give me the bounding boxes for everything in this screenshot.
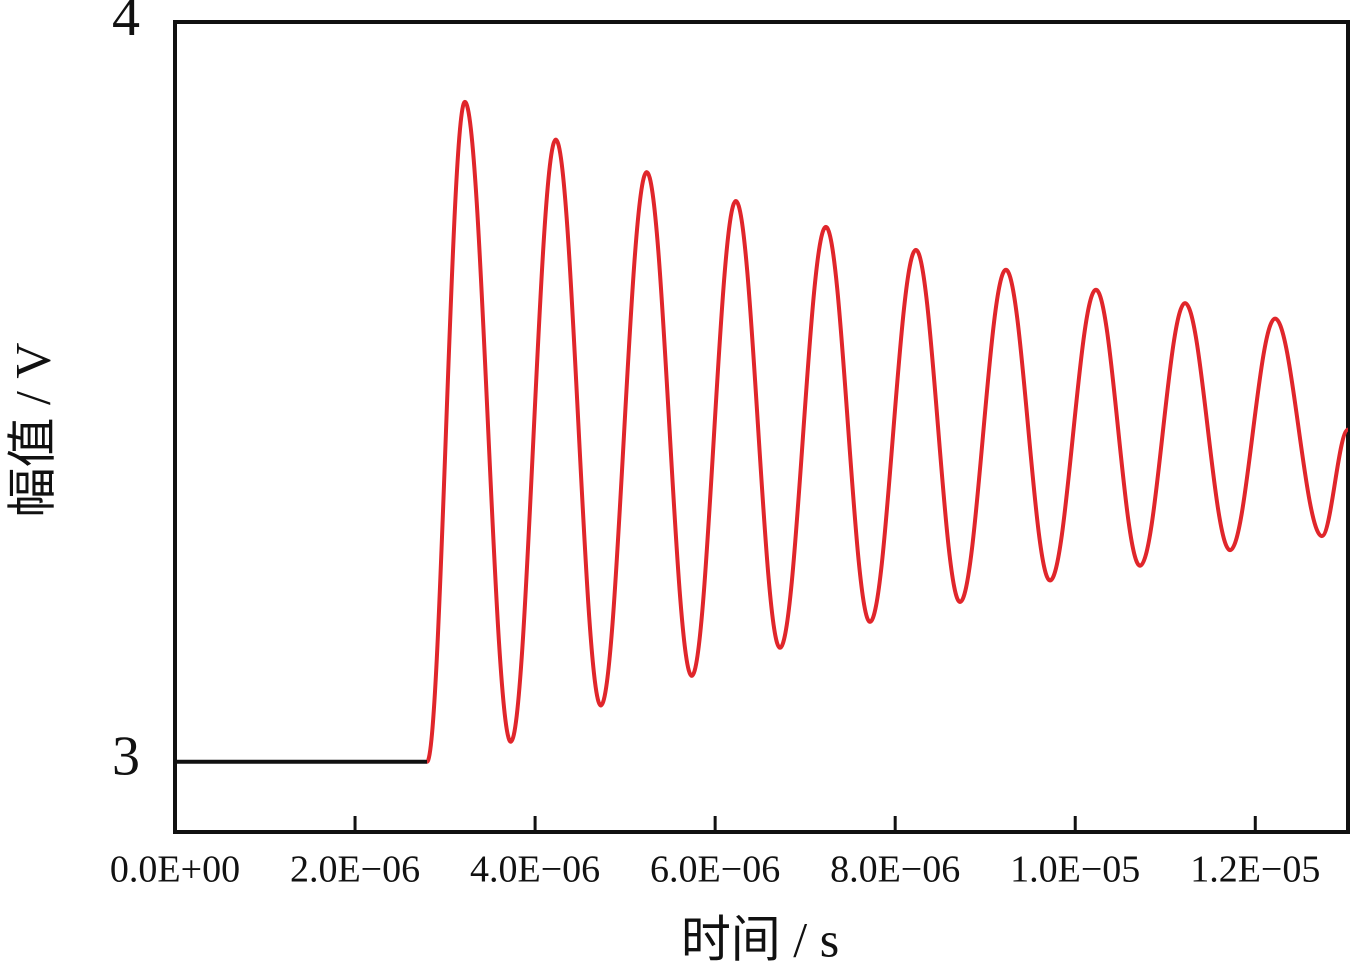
x-tick-label: 1.2E−05 xyxy=(1190,849,1320,891)
x-tick-label: 1.0E−05 xyxy=(1010,849,1140,891)
y-axis-label: 幅值 / V xyxy=(4,343,60,518)
y-tick-label: 4 xyxy=(112,0,140,48)
y-tick-label: 3 xyxy=(112,726,140,788)
x-axis-label: 时间 / s xyxy=(681,911,839,967)
x-tick-label: 0.0E+00 xyxy=(110,849,240,891)
plot-frame xyxy=(173,20,1350,834)
x-tick-label: 2.0E−06 xyxy=(290,849,420,891)
x-tick-label: 4.0E−06 xyxy=(470,849,600,891)
x-tick-label: 8.0E−06 xyxy=(830,849,960,891)
x-tick-label: 6.0E−06 xyxy=(650,849,780,891)
data-line xyxy=(425,99,1350,764)
